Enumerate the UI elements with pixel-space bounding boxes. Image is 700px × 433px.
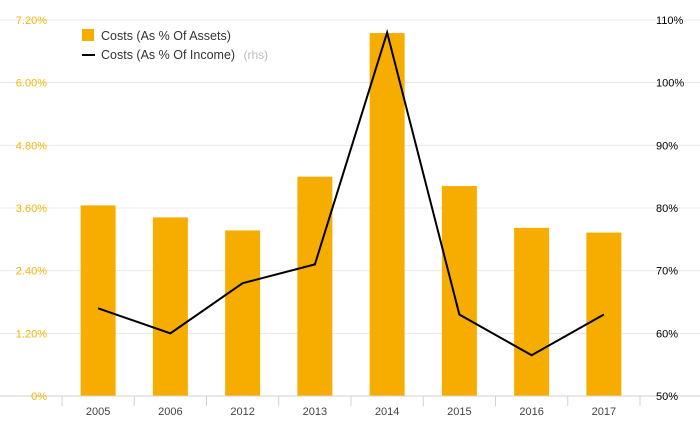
legend: Costs (As % Of Assets) Costs (As % Of In… <box>82 29 268 63</box>
bar-2016 <box>514 227 550 396</box>
y-axis-right: 50% 60% 70% 80% 90% 100% 110% <box>656 15 684 403</box>
y-left-tick-label: 6.00% <box>16 78 47 90</box>
legend-label-row-costs-income: Costs (As % Of Income) (rhs) <box>101 46 268 63</box>
bar-2014 <box>369 33 405 397</box>
y-right-tick-label: 100% <box>656 78 684 90</box>
bar-2006 <box>152 217 188 396</box>
legend-label-costs-assets: Costs (As % Of Assets) <box>101 29 231 43</box>
line-costs-income <box>97 28 605 357</box>
bar-2012 <box>225 230 261 396</box>
x-tick-label: 2016 <box>519 406 543 418</box>
y-right-tick-label: 60% <box>656 328 678 340</box>
x-axis: 2005 2006 2012 2013 2014 2015 2016 2017 <box>0 395 700 418</box>
legend-rhs-suffix: (rhs) <box>244 48 269 62</box>
y-right-tick-label: 90% <box>656 140 678 152</box>
y-left-tick-label: 4.80% <box>16 140 47 152</box>
bar-2017 <box>586 232 622 396</box>
y-left-tick-label: 1.20% <box>16 328 47 340</box>
gridlines <box>0 19 700 397</box>
line-series-costs-income <box>97 28 605 357</box>
x-tick-label: 2017 <box>592 406 616 418</box>
bar-2005 <box>80 205 116 396</box>
x-tick-label: 2006 <box>158 406 182 418</box>
y-right-tick-label: 110% <box>656 15 684 27</box>
bar-2015 <box>441 186 477 396</box>
y-right-tick-label: 80% <box>656 203 678 215</box>
y-left-tick-label: 0% <box>31 391 47 403</box>
bar-series-costs-assets <box>80 33 622 397</box>
legend-label-costs-income: Costs (As % Of Income) <box>101 48 235 62</box>
y-right-tick-label: 70% <box>656 266 678 278</box>
y-axis-left: 0% 1.20% 2.40% 3.60% 4.80% 6.00% 7.20% <box>16 15 47 403</box>
y-left-tick-label: 3.60% <box>16 203 47 215</box>
y-left-tick-label: 7.20% <box>16 15 47 27</box>
x-tick-label: 2012 <box>230 406 254 418</box>
x-tick-label: 2013 <box>303 406 327 418</box>
y-right-tick-label: 50% <box>656 391 678 403</box>
y-left-tick-label: 2.40% <box>16 266 47 278</box>
x-tick-label: 2005 <box>86 406 110 418</box>
x-tick-label: 2014 <box>375 406 399 418</box>
legend-swatch-costs-assets <box>82 29 94 41</box>
x-tick-label: 2015 <box>447 406 471 418</box>
bar-2013 <box>297 176 333 396</box>
